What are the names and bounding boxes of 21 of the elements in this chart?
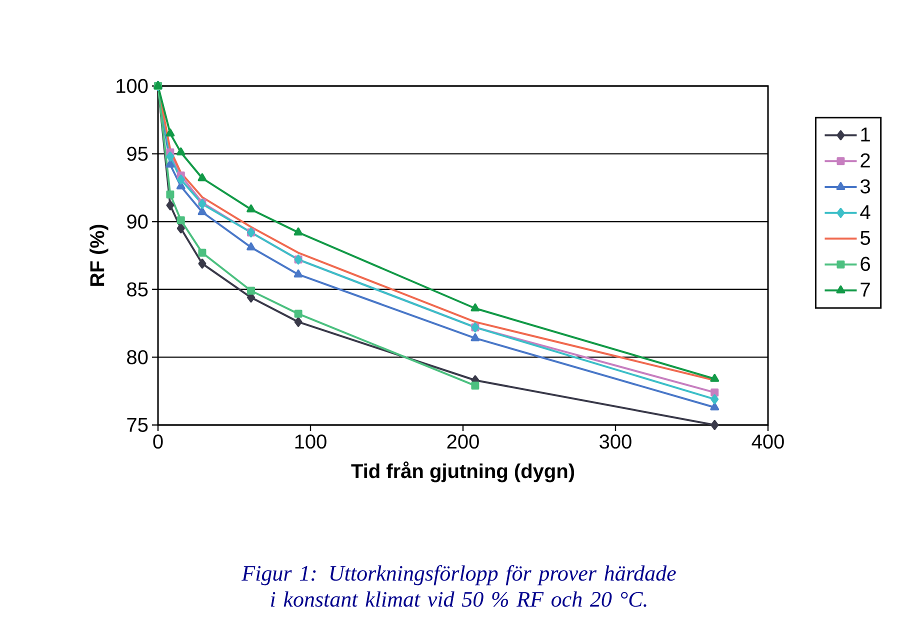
x-tick-label: 300 [600, 434, 632, 449]
y-tick-label: 100 [116, 78, 148, 94]
legend-label: 7 [860, 282, 870, 297]
y-axis-title: RF (%) [90, 224, 108, 286]
legend-label: 1 [861, 128, 870, 142]
text: Figur 1: Uttorkningsförlopp för prover härdade i konstant klimat vid 50 % RF och 20 °C. [242, 565, 676, 607]
y-tick-label: 85 [127, 282, 148, 296]
legend-label: 4 [860, 205, 870, 220]
x-axis-title: Tid från gjutning (dygn) [351, 462, 574, 482]
x-tick-label: 0 [153, 434, 163, 449]
y-tick-label: 95 [127, 146, 148, 161]
legend-label: 2 [860, 153, 870, 168]
x-tick-label: 400 [752, 434, 784, 449]
y-tick-label: 75 [127, 418, 148, 432]
y-tick-label: 90 [127, 214, 148, 229]
y-tick-label: 80 [127, 350, 148, 364]
x-tick-label: 200 [447, 434, 479, 449]
legend-label: 6 [860, 256, 870, 271]
x-tick-label: 100 [295, 434, 326, 449]
legend-label: 5 [860, 231, 870, 245]
legend-label: 3 [860, 179, 870, 194]
